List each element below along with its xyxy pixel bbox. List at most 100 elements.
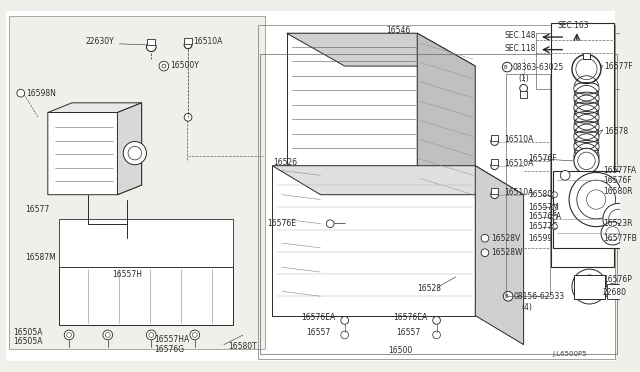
Polygon shape — [417, 33, 476, 199]
Circle shape — [609, 209, 628, 228]
Text: 16505A: 16505A — [13, 337, 42, 346]
Text: 16599: 16599 — [529, 234, 553, 243]
Polygon shape — [272, 166, 524, 195]
Bar — [582, 52, 590, 59]
Bar — [258, 25, 616, 359]
Text: SEC.148: SEC.148 — [504, 31, 536, 40]
Circle shape — [64, 330, 74, 340]
Bar — [574, 275, 605, 299]
Bar — [184, 38, 192, 44]
Bar — [491, 188, 499, 194]
Text: 16557HA: 16557HA — [154, 335, 189, 344]
Text: 16510A: 16510A — [504, 135, 534, 144]
Bar — [147, 39, 155, 45]
Text: 16577: 16577 — [26, 205, 50, 214]
Polygon shape — [48, 103, 141, 112]
Circle shape — [128, 146, 141, 160]
Text: 22630Y: 22630Y — [86, 38, 115, 46]
Circle shape — [502, 62, 512, 72]
Circle shape — [481, 234, 489, 242]
Circle shape — [147, 42, 156, 52]
Bar — [520, 91, 527, 98]
Circle shape — [106, 256, 120, 269]
Circle shape — [193, 333, 197, 337]
Polygon shape — [287, 33, 417, 166]
Text: 22680: 22680 — [603, 288, 627, 297]
Polygon shape — [60, 267, 234, 325]
Text: 16510A: 16510A — [504, 188, 534, 197]
Circle shape — [147, 330, 156, 340]
Text: 16500: 16500 — [388, 346, 412, 355]
Circle shape — [601, 222, 624, 245]
Circle shape — [184, 113, 192, 121]
Bar — [607, 284, 621, 299]
Text: 16577F: 16577F — [604, 62, 632, 71]
Text: 16557: 16557 — [396, 327, 420, 337]
Text: 16526: 16526 — [273, 158, 297, 167]
Circle shape — [552, 224, 557, 230]
Text: 16528V: 16528V — [491, 234, 520, 243]
Circle shape — [574, 148, 599, 173]
Text: J.L6500P5: J.L6500P5 — [552, 351, 587, 357]
Text: 16510A: 16510A — [504, 159, 534, 168]
Text: 16546: 16546 — [387, 26, 410, 35]
Circle shape — [491, 162, 499, 170]
Circle shape — [552, 214, 557, 220]
Bar — [506, 74, 550, 296]
Text: 16587M: 16587M — [26, 253, 56, 262]
Polygon shape — [476, 166, 524, 344]
Text: (4): (4) — [522, 303, 532, 312]
Text: 16557: 16557 — [306, 327, 330, 337]
Circle shape — [433, 331, 440, 339]
Circle shape — [149, 333, 154, 337]
Circle shape — [481, 249, 489, 257]
Text: 16528: 16528 — [417, 284, 441, 293]
Bar — [552, 170, 639, 248]
Bar — [9, 16, 266, 349]
Text: 16557H: 16557H — [113, 270, 143, 279]
Text: 16577C: 16577C — [529, 222, 558, 231]
Bar — [550, 23, 614, 267]
Circle shape — [67, 333, 72, 337]
Circle shape — [572, 54, 601, 83]
Circle shape — [17, 89, 24, 97]
Polygon shape — [60, 219, 234, 267]
Circle shape — [586, 190, 606, 209]
Circle shape — [605, 284, 620, 299]
Text: 16528W: 16528W — [491, 248, 522, 257]
Circle shape — [106, 333, 110, 337]
Text: 16576P: 16576P — [603, 275, 632, 284]
Text: 16577FB: 16577FB — [603, 234, 637, 243]
Circle shape — [103, 330, 113, 340]
Circle shape — [99, 249, 126, 276]
Text: 08156-62533: 08156-62533 — [514, 292, 565, 301]
Circle shape — [326, 220, 334, 228]
Text: 16510A: 16510A — [193, 38, 222, 46]
Text: 16576EA: 16576EA — [393, 313, 428, 322]
Bar — [260, 54, 618, 354]
Polygon shape — [272, 166, 476, 315]
Text: 16576F: 16576F — [529, 154, 557, 163]
Text: 16523R: 16523R — [603, 219, 632, 228]
Circle shape — [190, 330, 200, 340]
Text: 16580J: 16580J — [529, 190, 555, 199]
Text: B: B — [504, 65, 507, 70]
Text: 16505A: 16505A — [13, 327, 42, 337]
Text: (1): (1) — [519, 74, 529, 83]
Text: 16576F: 16576F — [603, 176, 632, 185]
Text: 16500Y: 16500Y — [171, 61, 200, 70]
Circle shape — [603, 203, 634, 234]
Circle shape — [433, 317, 440, 324]
Circle shape — [491, 191, 499, 199]
Text: B: B — [504, 294, 508, 299]
Text: 16580R: 16580R — [603, 187, 632, 196]
Circle shape — [92, 241, 134, 284]
Polygon shape — [117, 103, 141, 195]
Text: 16598N: 16598N — [26, 89, 56, 98]
Text: SEC.163: SEC.163 — [557, 21, 589, 30]
Circle shape — [561, 170, 570, 180]
Text: 16577FA: 16577FA — [603, 166, 636, 175]
Circle shape — [578, 275, 601, 298]
Text: 16557M: 16557M — [529, 203, 559, 212]
Circle shape — [578, 152, 595, 170]
